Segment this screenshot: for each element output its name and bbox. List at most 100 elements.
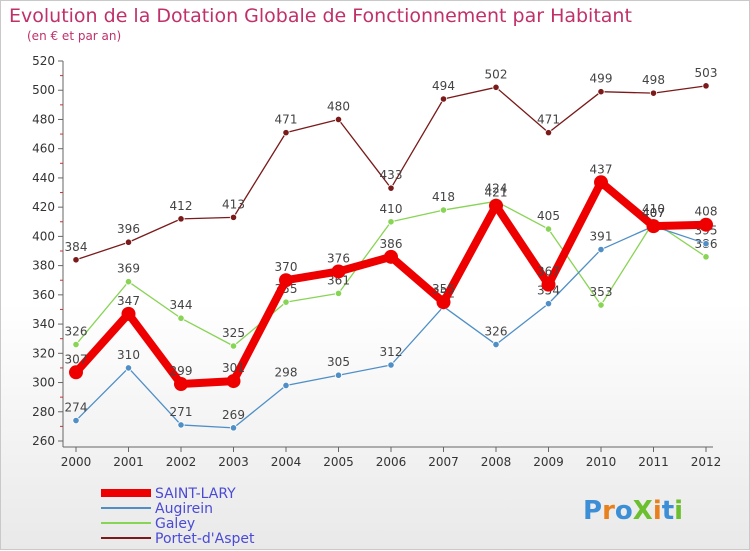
data-label-augirein: 310 — [117, 348, 140, 362]
data-label-galey: 418 — [432, 190, 455, 204]
x-tick-label: 2000 — [61, 455, 92, 469]
y-tick-label: 420 — [32, 200, 55, 214]
x-tick-label: 2001 — [113, 455, 144, 469]
x-tick-label: 2011 — [638, 455, 669, 469]
data-label-portet: 480 — [327, 99, 350, 113]
legend-label-portet: Portet-d'Aspet — [155, 531, 255, 547]
data-label-portet: 471 — [537, 113, 560, 127]
data-point-augirein — [177, 421, 185, 429]
data-label-portet: 494 — [432, 79, 455, 93]
data-point-galey — [597, 301, 605, 309]
data-point-galey — [334, 289, 343, 297]
data-point-saint_lary — [384, 249, 398, 264]
data-label-saint_lary: 376 — [327, 251, 350, 265]
data-label-portet: 498 — [642, 73, 665, 87]
data-point-saint_lary — [699, 217, 713, 232]
data-point-saint_lary — [489, 198, 503, 213]
data-label-saint_lary: 367 — [537, 265, 560, 279]
data-label-galey: 325 — [222, 326, 245, 340]
data-point-galey — [702, 253, 710, 261]
x-tick-label: 2005 — [323, 455, 354, 469]
data-point-augirein — [72, 416, 80, 425]
y-tick-label: 460 — [32, 142, 55, 156]
data-point-augirein — [282, 381, 290, 390]
y-tick-label: 520 — [32, 54, 55, 68]
data-point-saint_lary — [69, 365, 83, 380]
legend-label-augirein: Augirein — [155, 501, 213, 517]
x-tick-label: 2006 — [376, 455, 407, 469]
data-label-saint_lary: 437 — [590, 162, 613, 176]
data-point-saint_lary — [174, 377, 188, 391]
data-point-portet — [387, 184, 395, 192]
data-point-galey — [439, 206, 448, 214]
data-point-portet — [702, 82, 710, 90]
y-tick-label: 260 — [32, 434, 55, 448]
y-tick-label: 380 — [32, 259, 55, 273]
data-point-galey — [124, 278, 133, 286]
data-label-augirein: 298 — [275, 365, 298, 379]
x-tick-label: 2002 — [166, 455, 197, 469]
data-point-saint_lary — [646, 219, 661, 234]
data-label-saint_lary: 386 — [380, 237, 403, 251]
data-label-portet: 433 — [380, 168, 403, 182]
data-point-portet — [334, 115, 343, 124]
data-point-saint_lary — [279, 273, 293, 288]
data-label-saint_lary: 407 — [642, 206, 665, 220]
data-point-portet — [282, 129, 290, 137]
data-point-galey — [387, 218, 395, 226]
proxiti-logo: ProXiti — [583, 496, 683, 526]
data-point-augirein — [597, 245, 605, 254]
data-point-galey — [282, 298, 290, 306]
x-tick-label: 2009 — [533, 455, 564, 469]
data-point-portet — [177, 215, 185, 223]
data-label-galey: 424 — [485, 181, 508, 195]
data-label-augirein: 312 — [380, 345, 403, 359]
data-label-galey: 410 — [380, 202, 403, 216]
data-label-galey: 361 — [327, 273, 350, 287]
x-tick-label: 2007 — [428, 455, 459, 469]
data-label-saint_lary: 307 — [65, 352, 88, 366]
legend-label-galey: Galey — [155, 516, 195, 532]
data-label-portet: 503 — [695, 66, 718, 80]
data-label-saint_lary: 299 — [170, 364, 193, 378]
data-point-augirein — [702, 240, 710, 248]
data-point-portet — [439, 95, 448, 103]
y-tick-label: 300 — [32, 376, 55, 390]
data-label-augirein: 274 — [65, 401, 88, 415]
data-point-galey — [177, 314, 185, 322]
data-label-saint_lary: 301 — [222, 361, 245, 375]
data-point-augirein — [387, 361, 395, 369]
y-tick-label: 500 — [32, 83, 55, 97]
y-tick-label: 400 — [32, 229, 55, 243]
data-point-saint_lary — [226, 374, 241, 389]
data-label-portet: 396 — [117, 222, 140, 236]
data-label-galey: 405 — [537, 209, 560, 223]
data-point-saint_lary — [331, 264, 346, 279]
data-label-augirein: 271 — [170, 405, 193, 419]
data-label-portet: 471 — [275, 113, 298, 127]
data-point-augirein — [124, 364, 133, 372]
x-tick-label: 2003 — [218, 455, 249, 469]
data-label-augirein: 269 — [222, 408, 245, 422]
data-label-galey: 353 — [590, 285, 613, 299]
y-tick-label: 480 — [32, 112, 55, 126]
chart-title: Evolution de la Dotation Globale de Fonc… — [9, 5, 632, 27]
data-point-augirein — [229, 424, 238, 432]
data-label-augirein: 305 — [327, 355, 350, 369]
legend-label-saint_lary: SAINT-LARY — [155, 486, 236, 502]
data-label-galey: 326 — [65, 325, 88, 339]
data-point-galey — [229, 342, 238, 350]
data-label-saint_lary: 421 — [485, 186, 508, 200]
x-tick-label: 2008 — [481, 455, 512, 469]
data-point-portet — [597, 88, 605, 96]
data-label-saint_lary: 347 — [117, 294, 140, 308]
data-label-augirein: 326 — [485, 325, 508, 339]
data-label-saint_lary: 355 — [432, 282, 455, 296]
data-point-saint_lary — [594, 175, 608, 190]
data-label-augirein: 391 — [590, 230, 613, 244]
x-tick-label: 2012 — [691, 455, 722, 469]
data-point-portet — [72, 256, 80, 264]
data-label-portet: 413 — [222, 197, 245, 211]
data-point-augirein — [334, 371, 343, 379]
